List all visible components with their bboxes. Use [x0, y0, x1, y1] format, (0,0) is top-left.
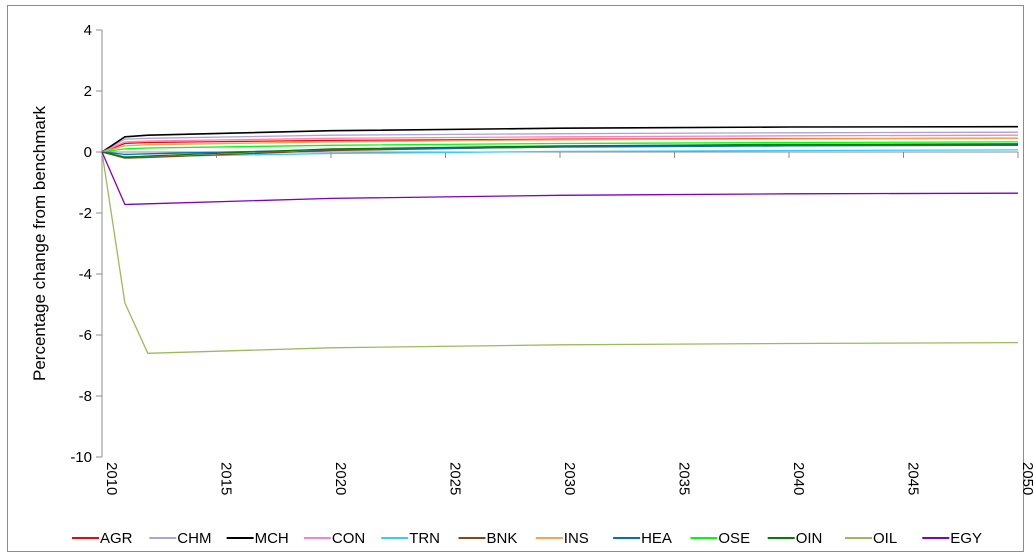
axes: -10 -8 -6 -4 -2 0 2 4 2010 2015 2020 2025 2030 2035 20…	[70, 22, 1033, 495]
x-tick-label: 2020	[332, 462, 349, 495]
series-line-con	[101, 134, 1019, 153]
series-line-oin	[101, 143, 1019, 158]
series-line-hea	[101, 144, 1019, 156]
x-tick-label: 2015	[218, 462, 235, 495]
y-tick-label: 4	[84, 22, 92, 39]
x-tick-label: 2035	[676, 462, 693, 495]
series-line-oil	[101, 151, 1019, 354]
legend-label-ose: OSE	[718, 530, 750, 547]
x-tick-label: 2010	[103, 462, 120, 495]
y-axis-label: Percentage change from benchmark	[30, 106, 49, 381]
x-tick-label: 2025	[447, 462, 464, 495]
legend-label-oil: OIL	[873, 530, 897, 547]
chart-frame	[7, 5, 1024, 552]
x-tick-label: 2030	[561, 462, 578, 495]
y-tick-label: -6	[79, 327, 92, 344]
legend-label-agr: AGR	[100, 530, 133, 547]
series-lines	[101, 125, 1019, 354]
legend-label-chm: CHM	[177, 530, 211, 547]
series-line-ose	[101, 141, 1019, 153]
legend-label-hea: HEA	[641, 530, 672, 547]
legend-label-bnk: BNK	[487, 530, 518, 547]
series-line-mch	[101, 125, 1019, 153]
y-tick-label: -2	[79, 205, 92, 222]
series-line-egy	[101, 151, 1019, 206]
x-tick-label: 2040	[790, 462, 807, 495]
y-tick-label: -4	[79, 266, 92, 283]
legend-label-trn: TRN	[409, 530, 440, 547]
y-tick-label: -8	[79, 388, 92, 405]
y-tick-label: 2	[84, 83, 92, 100]
legend: AGR CHM MCH CON TRN BNK INS HEA OSE OIN OIL EGY	[72, 530, 982, 547]
y-tick-label: 0	[84, 144, 92, 161]
legend-label-con: CON	[332, 530, 365, 547]
x-tick-label: 2050	[1019, 462, 1033, 495]
legend-label-mch: MCH	[255, 530, 289, 547]
y-tick-label: -10	[70, 449, 92, 466]
legend-label-ins: INS	[564, 530, 589, 547]
legend-label-egy: EGY	[950, 530, 982, 547]
series-line-ins	[101, 137, 1019, 153]
x-tick-label: 2045	[905, 462, 922, 495]
legend-label-oin: OIN	[796, 530, 823, 547]
series-line-chm	[101, 131, 1019, 153]
